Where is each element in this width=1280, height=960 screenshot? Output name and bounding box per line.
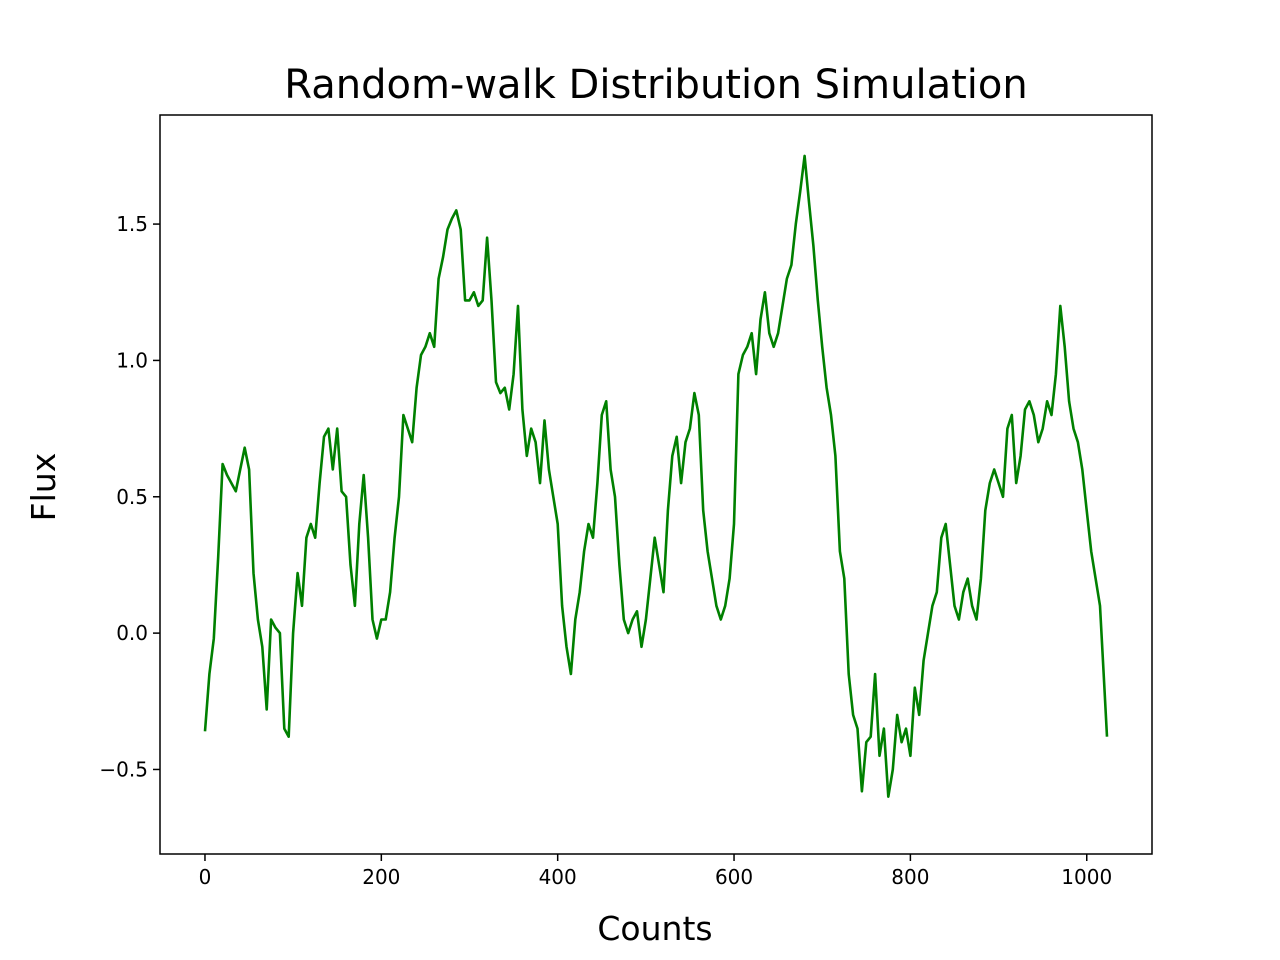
x-tick-label: 400 bbox=[539, 865, 577, 889]
x-axis-label: Counts bbox=[597, 909, 712, 948]
x-tick-label: 800 bbox=[891, 865, 929, 889]
y-tick-label: 0.5 bbox=[116, 485, 148, 509]
x-tick-label: 1000 bbox=[1061, 865, 1112, 889]
x-tick-label: 200 bbox=[362, 865, 400, 889]
y-tick-label: 0.0 bbox=[116, 621, 148, 645]
y-axis: −0.5 0.0 0.5 1.0 1.5 bbox=[99, 212, 160, 781]
y-tick-label: 1.5 bbox=[116, 212, 148, 236]
y-axis-label: Flux bbox=[24, 453, 63, 522]
y-tick-label: −0.5 bbox=[99, 757, 148, 781]
chart-title: Random-walk Distribution Simulation bbox=[284, 62, 1027, 108]
x-axis: 0 200 400 600 800 1000 bbox=[199, 854, 1112, 889]
x-tick-label: 0 bbox=[199, 865, 212, 889]
plot-frame bbox=[159, 114, 1153, 855]
series-line bbox=[203, 154, 1109, 799]
x-tick-label: 600 bbox=[715, 865, 753, 889]
y-tick-label: 1.0 bbox=[116, 348, 148, 372]
